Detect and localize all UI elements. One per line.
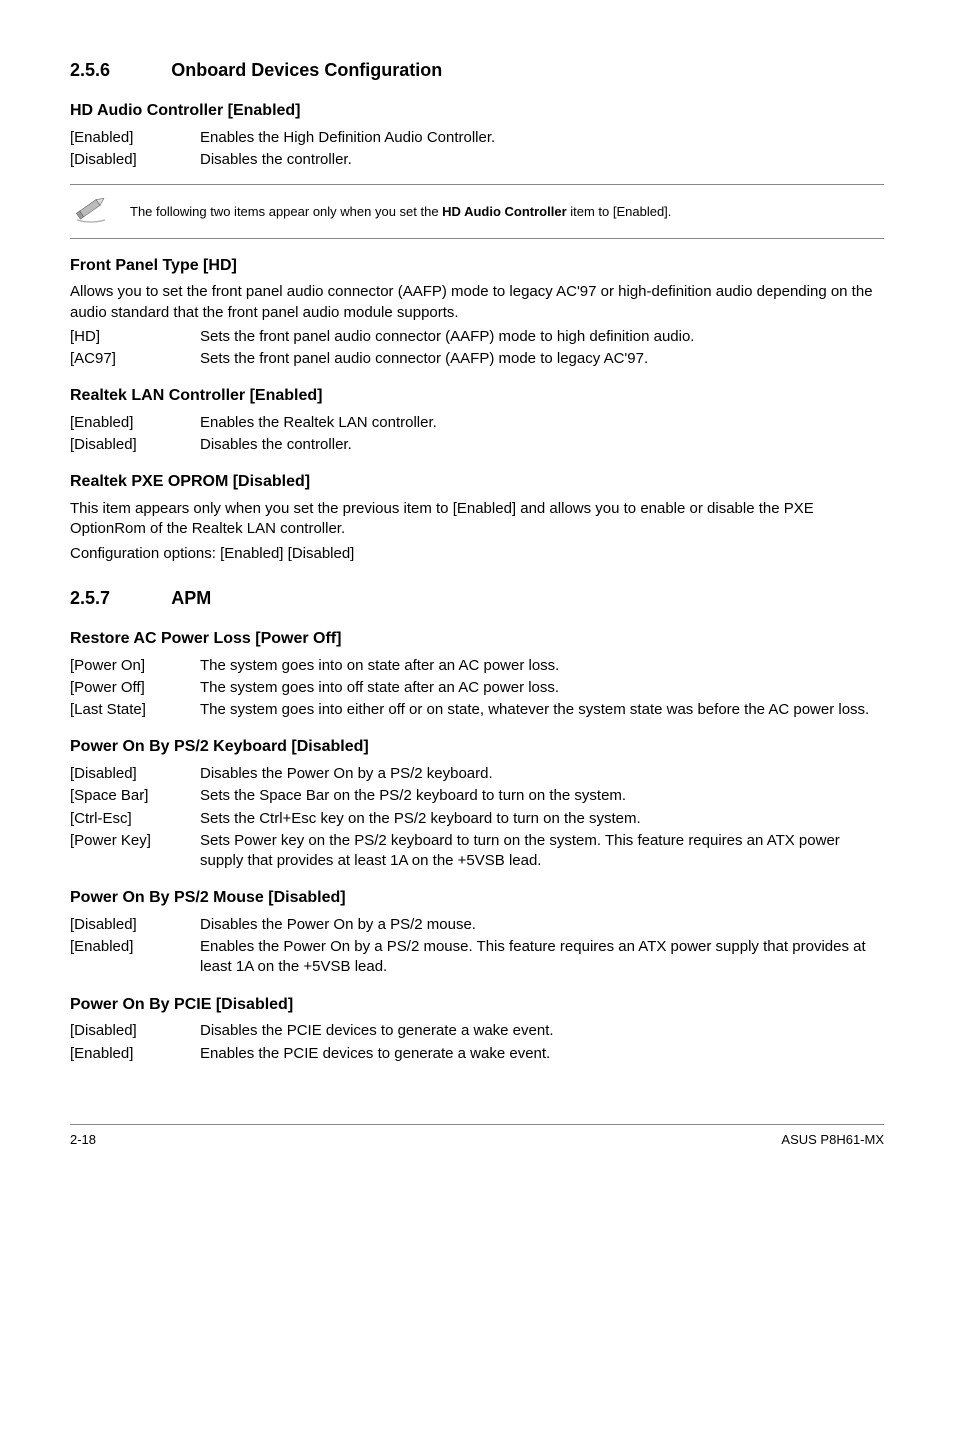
option-value: Sets the Space Bar on the PS/2 keyboard … (200, 786, 884, 806)
option-key: [Last State] (70, 700, 200, 720)
realtek-pxe-config: Configuration options: [Enabled] [Disabl… (70, 544, 884, 564)
table-row: [Ctrl-Esc]Sets the Ctrl+Esc key on the P… (70, 809, 884, 829)
table-row: [Disabled]Disables the PCIE devices to g… (70, 1021, 884, 1041)
page-footer: 2-18 ASUS P8H61-MX (70, 1124, 884, 1149)
realtek-pxe-desc: This item appears only when you set the … (70, 499, 884, 540)
section-title: APM (171, 588, 211, 608)
option-value: The system goes into on state after an A… (200, 656, 884, 676)
option-key: [Disabled] (70, 435, 200, 455)
table-row: [Last State]The system goes into either … (70, 700, 884, 720)
option-value: Enables the PCIE devices to generate a w… (200, 1044, 884, 1064)
option-value: The system goes into off state after an … (200, 678, 884, 698)
table-row: [HD]Sets the front panel audio connector… (70, 327, 884, 347)
option-key: [Disabled] (70, 150, 200, 170)
option-key: [Power Key] (70, 831, 200, 872)
table-row: [Power Off]The system goes into off stat… (70, 678, 884, 698)
option-value: Disables the controller. (200, 150, 884, 170)
section-2-5-6-heading: 2.5.6 Onboard Devices Configuration (70, 54, 884, 84)
option-key: [Space Bar] (70, 786, 200, 806)
option-key: [Enabled] (70, 1044, 200, 1064)
realtek-lan-heading: Realtek LAN Controller [Enabled] (70, 385, 884, 407)
option-value: The system goes into either off or on st… (200, 700, 884, 720)
option-key: [Disabled] (70, 764, 200, 784)
ps2kb-heading: Power On By PS/2 Keyboard [Disabled] (70, 736, 884, 758)
front-panel-desc: Allows you to set the front panel audio … (70, 282, 884, 323)
page-number: 2-18 (70, 1131, 96, 1149)
option-key: [Enabled] (70, 128, 200, 148)
section-title: Onboard Devices Configuration (171, 60, 442, 80)
table-row: [Disabled]Disables the controller. (70, 150, 884, 170)
section-number: 2.5.7 (70, 586, 165, 610)
pencil-icon (70, 191, 112, 231)
table-row: [Disabled]Disables the Power On by a PS/… (70, 764, 884, 784)
option-key: [Disabled] (70, 1021, 200, 1041)
option-key: [Disabled] (70, 915, 200, 935)
option-key: [Enabled] (70, 413, 200, 433)
option-value: Disables the PCIE devices to generate a … (200, 1021, 884, 1041)
option-key: [Power Off] (70, 678, 200, 698)
option-value: Disables the Power On by a PS/2 mouse. (200, 915, 884, 935)
option-key: [Power On] (70, 656, 200, 676)
option-key: [Ctrl-Esc] (70, 809, 200, 829)
footer-model: ASUS P8H61-MX (781, 1131, 884, 1149)
table-row: [Space Bar]Sets the Space Bar on the PS/… (70, 786, 884, 806)
option-value: Enables the Realtek LAN controller. (200, 413, 884, 433)
table-row: [Enabled]Enables the High Definition Aud… (70, 128, 884, 148)
ps2mouse-heading: Power On By PS/2 Mouse [Disabled] (70, 887, 884, 909)
note-suffix: item to [Enabled]. (567, 204, 672, 219)
option-value: Sets the front panel audio connector (AA… (200, 327, 884, 347)
realtek-pxe-heading: Realtek PXE OPROM [Disabled] (70, 471, 884, 493)
option-value: Sets the front panel audio connector (AA… (200, 349, 884, 369)
note-bold: HD Audio Controller (442, 204, 566, 219)
table-row: [Enabled]Enables the Realtek LAN control… (70, 413, 884, 433)
table-row: [Power Key]Sets Power key on the PS/2 ke… (70, 831, 884, 872)
option-key: [HD] (70, 327, 200, 347)
note-prefix: The following two items appear only when… (130, 204, 442, 219)
option-key: [Enabled] (70, 937, 200, 978)
option-value: Disables the controller. (200, 435, 884, 455)
table-row: [AC97]Sets the front panel audio connect… (70, 349, 884, 369)
note-box: The following two items appear only when… (70, 184, 884, 238)
option-value: Enables the High Definition Audio Contro… (200, 128, 884, 148)
note-text: The following two items appear only when… (130, 203, 671, 221)
option-value: Sets the Ctrl+Esc key on the PS/2 keyboa… (200, 809, 884, 829)
section-2-5-7-heading: 2.5.7 APM (70, 582, 884, 612)
table-row: [Enabled]Enables the PCIE devices to gen… (70, 1044, 884, 1064)
table-row: [Disabled]Disables the controller. (70, 435, 884, 455)
restore-heading: Restore AC Power Loss [Power Off] (70, 628, 884, 650)
pcie-heading: Power On By PCIE [Disabled] (70, 994, 884, 1016)
front-panel-heading: Front Panel Type [HD] (70, 255, 884, 277)
table-row: [Disabled]Disables the Power On by a PS/… (70, 915, 884, 935)
option-value: Enables the Power On by a PS/2 mouse. Th… (200, 937, 884, 978)
option-value: Sets Power key on the PS/2 keyboard to t… (200, 831, 884, 872)
table-row: [Enabled]Enables the Power On by a PS/2 … (70, 937, 884, 978)
option-key: [AC97] (70, 349, 200, 369)
section-number: 2.5.6 (70, 58, 165, 82)
hd-audio-heading: HD Audio Controller [Enabled] (70, 100, 884, 122)
option-value: Disables the Power On by a PS/2 keyboard… (200, 764, 884, 784)
table-row: [Power On]The system goes into on state … (70, 656, 884, 676)
